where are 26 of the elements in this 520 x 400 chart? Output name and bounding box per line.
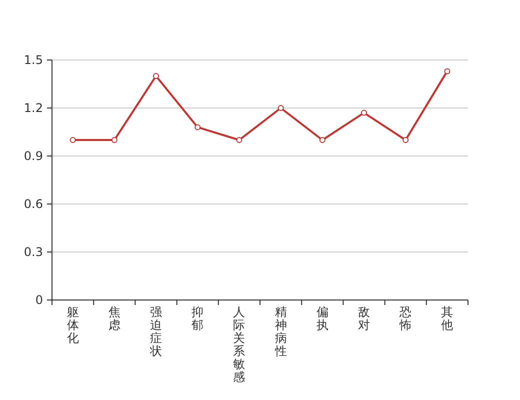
point [278,105,284,111]
x-tick-label: 躯体化 [66,305,79,345]
y-tick-label: 0.6 [24,197,43,211]
point [402,137,409,143]
point [361,110,367,116]
y-tick-label: 1.5 [24,53,43,67]
point [236,137,242,143]
x-tick-label: 偏执 [316,305,328,332]
x-tick-label: 焦虑 [108,305,120,332]
x-tick-label: 其他 [441,305,454,332]
x-tick-label: 抑郁 [192,305,204,332]
x-tick-label: 敌对 [358,305,370,332]
y-tick-label: 0.9 [24,149,43,163]
point [153,73,159,79]
point [70,137,76,143]
x-tick-label: 人际关系敏感 [233,305,246,384]
y-tick-label: 0 [35,293,43,307]
point [111,137,118,143]
y-tick-label: 0.3 [24,245,43,259]
x-tick-label: 精神病性 [274,305,287,358]
point [194,124,201,130]
point [444,68,450,74]
point [319,137,326,143]
x-tick-label: 恐怖 [398,305,412,332]
x-tick-label: 强迫症状 [149,305,162,358]
y-tick-label: 1.2 [24,101,43,115]
